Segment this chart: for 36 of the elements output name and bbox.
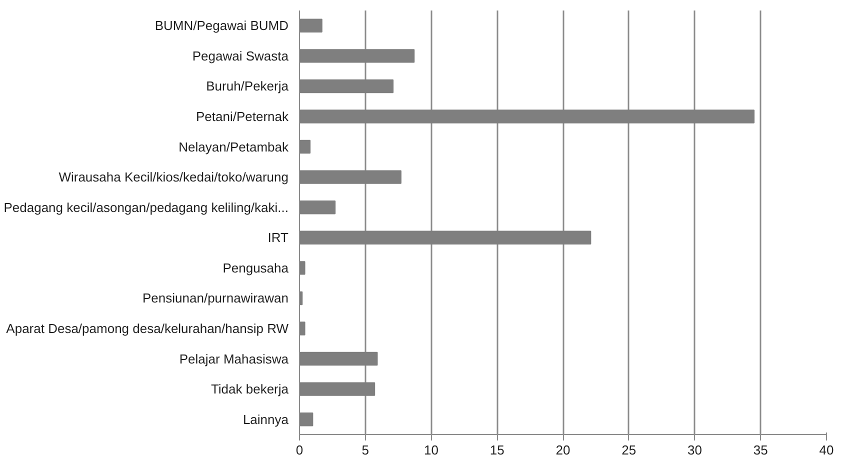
y-tick-label: Pensiunan/purnawirawan — [142, 290, 288, 306]
y-tick-label: Buruh/Pekerja — [206, 78, 290, 94]
bar — [300, 170, 402, 184]
bar — [300, 79, 394, 94]
x-tick-label: 35 — [753, 442, 768, 458]
bar — [300, 322, 306, 336]
x-tick-label: 15 — [490, 442, 504, 458]
x-tick-label: 40 — [819, 442, 834, 458]
x-tick-label: 25 — [622, 442, 636, 458]
bar — [300, 230, 592, 245]
x-tick-label: 0 — [296, 442, 304, 458]
bar — [300, 261, 306, 275]
x-tick-label: 10 — [424, 442, 438, 458]
bar — [300, 49, 415, 63]
bar — [300, 200, 336, 214]
y-tick-label: Wirausaha Kecil/kios/kedai/toko/warung — [58, 170, 288, 185]
bar — [300, 18, 322, 33]
bar — [300, 110, 755, 124]
x-tick-label: 30 — [688, 442, 702, 458]
y-tick-label: Pengusaha — [222, 260, 290, 276]
y-tick-label: Petani/Peternak — [196, 109, 289, 124]
bar — [300, 382, 376, 396]
bar — [300, 352, 378, 366]
y-tick-label: Pedagang kecil/asongan/pedagang keliling/kaki... — [4, 200, 289, 215]
bar — [300, 412, 314, 426]
y-tick-label: Lainnya — [242, 412, 290, 427]
y-tick-label: Aparat Desa/pamong desa/kelurahan/hansip RW — [6, 321, 290, 336]
y-tick-label: Pegawai Swasta — [192, 48, 290, 64]
y-tick-label: Nelayan/Petambak — [178, 139, 289, 154]
y-tick-label: BUMN/Pegawai BUMD — [154, 18, 289, 34]
y-tick-label: IRT — [268, 230, 289, 246]
x-tick-label: 20 — [556, 442, 570, 458]
y-tick-label: Tidak bekerja — [210, 382, 290, 397]
bar — [300, 140, 311, 154]
y-tick-label: Pelajar Mahasiswa — [179, 351, 290, 366]
x-tick-label: 5 — [362, 442, 369, 458]
